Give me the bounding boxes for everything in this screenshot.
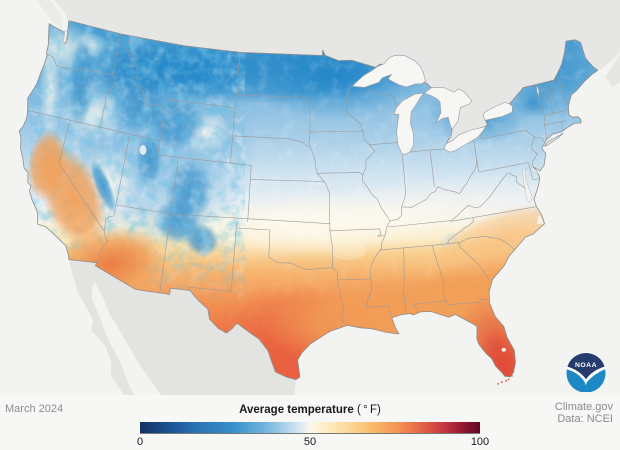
- svg-text:NOAA: NOAA: [575, 362, 597, 369]
